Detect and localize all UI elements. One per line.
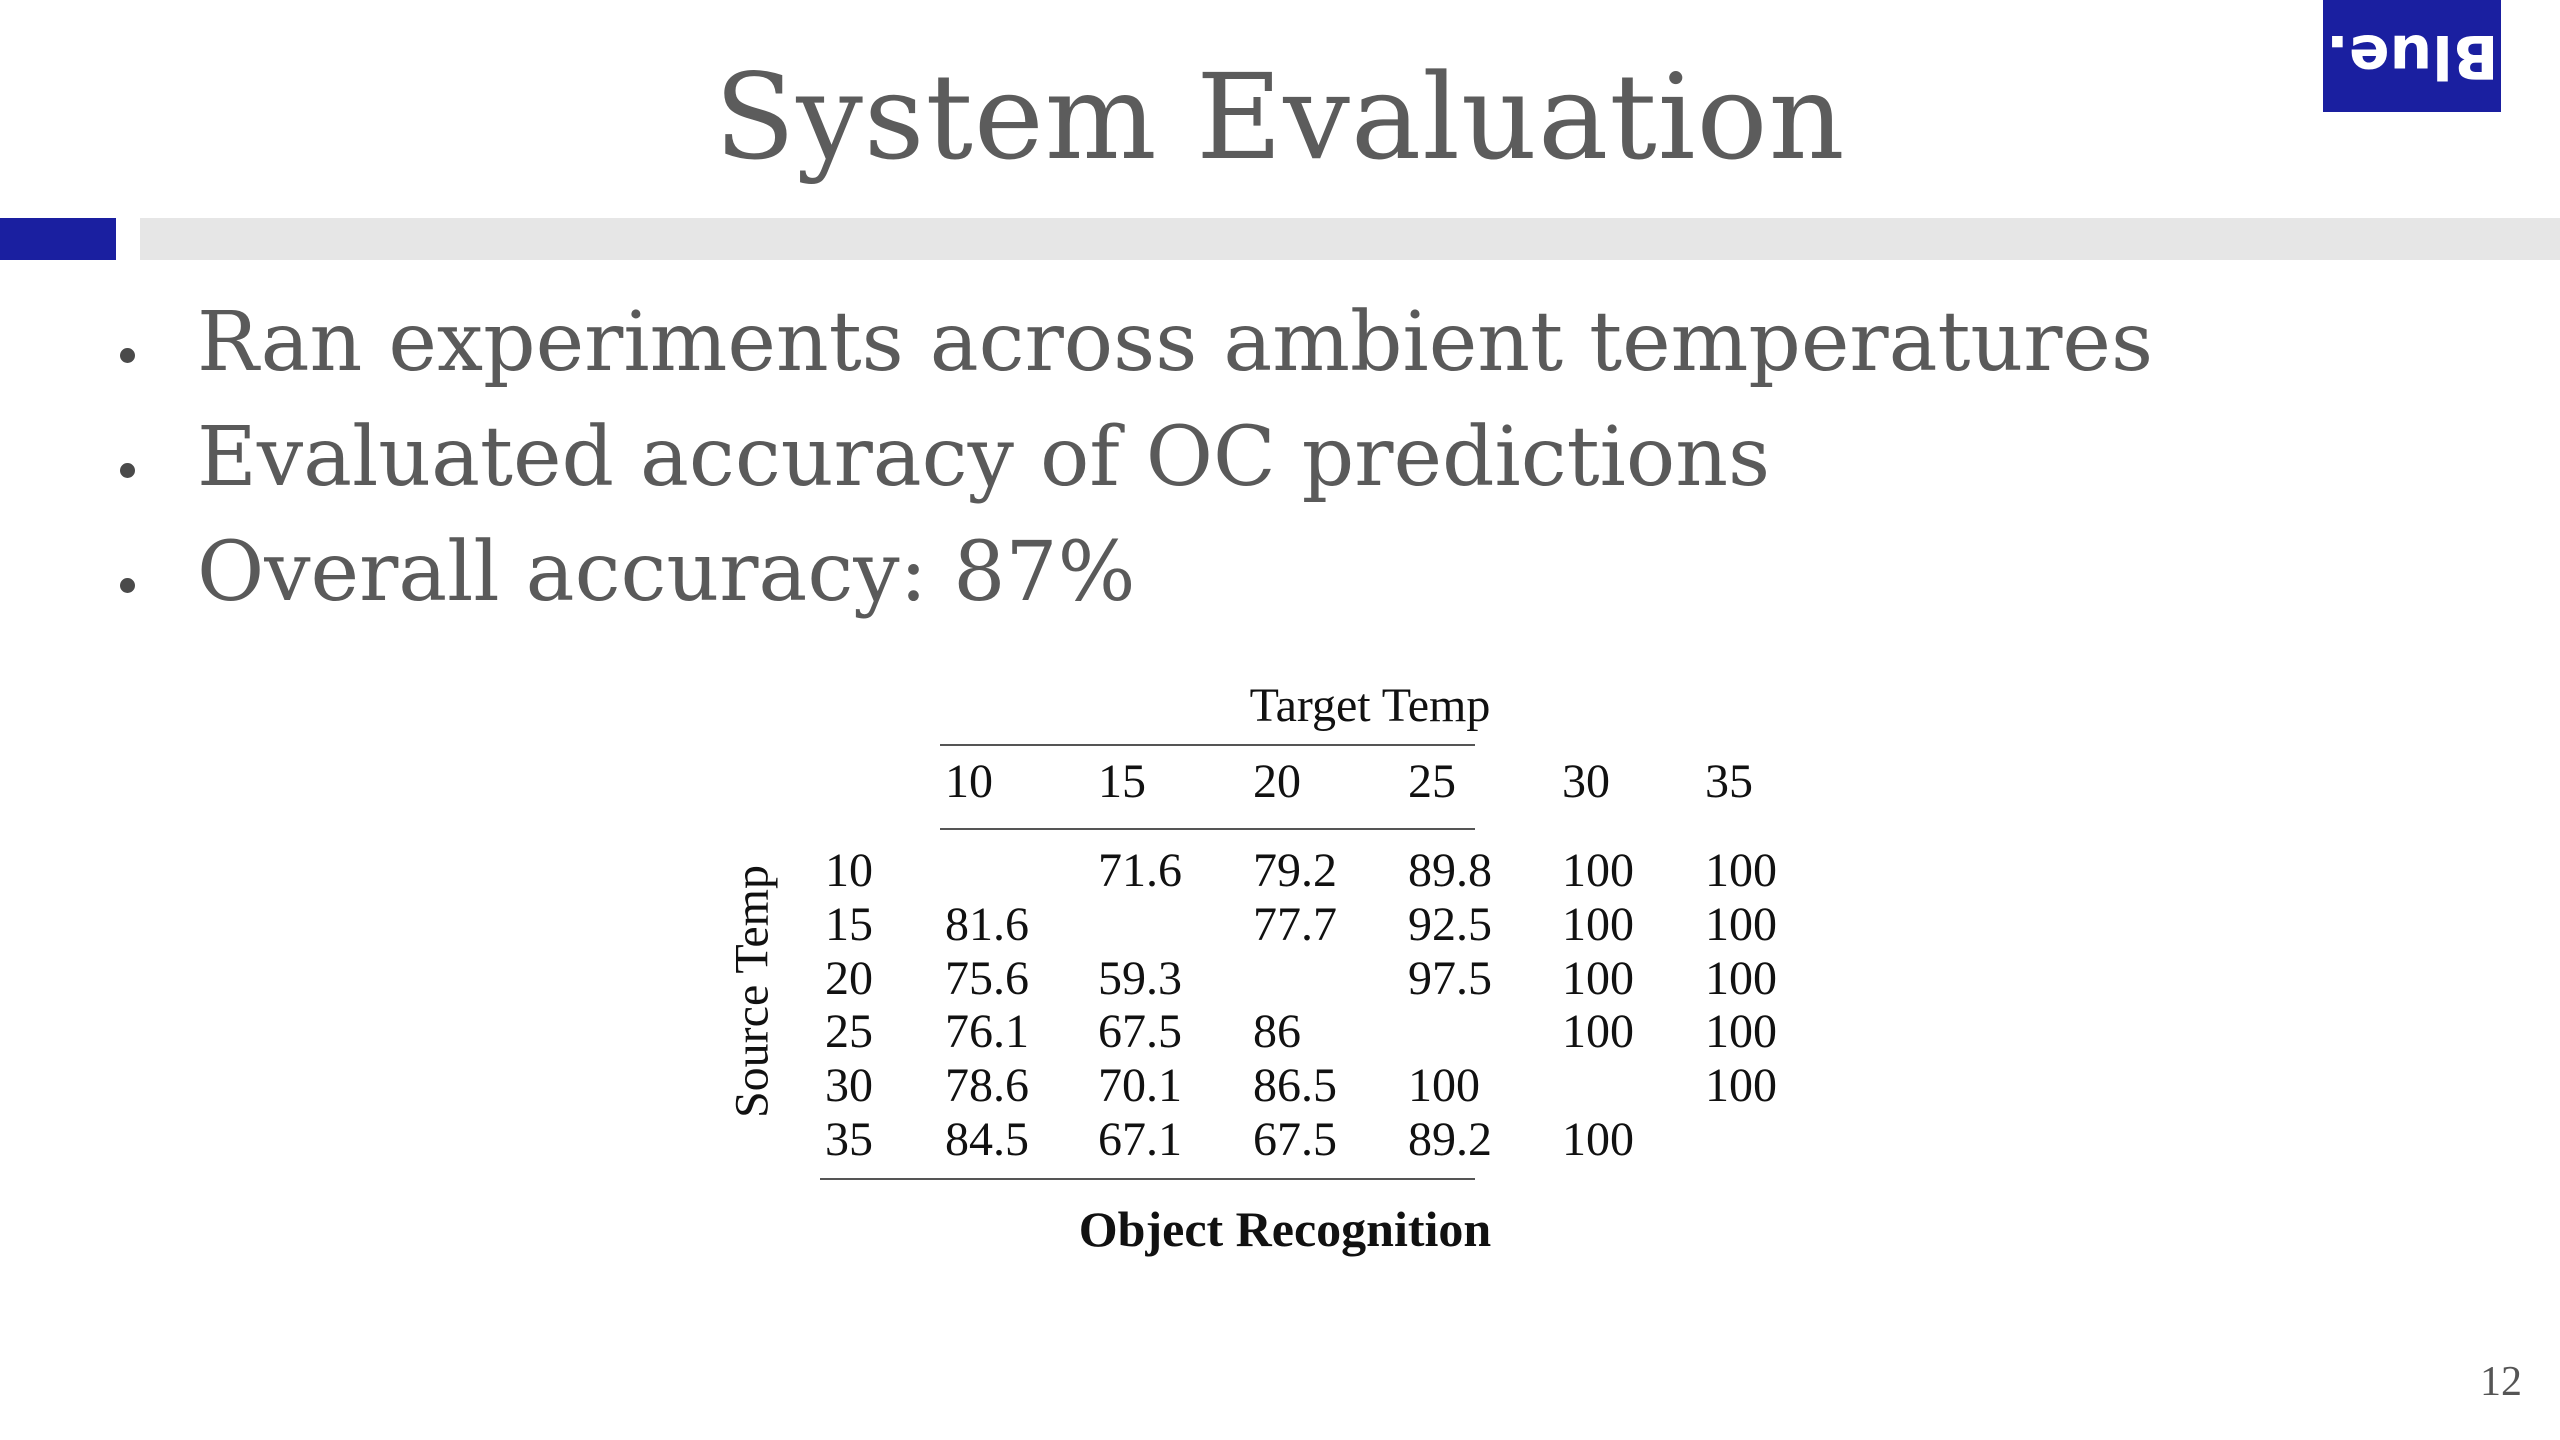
- column-header: 35: [1705, 755, 1753, 808]
- row-header: 30: [825, 1059, 873, 1112]
- table-cell: 100: [1705, 952, 1777, 1005]
- bullet-item: Overall accuracy: 87%: [120, 515, 2153, 630]
- column-header: 10: [945, 755, 993, 808]
- table-cell: 84.5: [945, 1113, 1029, 1166]
- bullet-text: Overall accuracy: 87%: [197, 525, 1136, 620]
- table-cell: 100: [1562, 844, 1634, 897]
- table-cell: 78.6: [945, 1059, 1029, 1112]
- page-number: 12: [2480, 1359, 2522, 1405]
- bullet-text: Ran experiments across ambient temperatu…: [197, 295, 2154, 390]
- table-cell: 75.6: [945, 952, 1029, 1005]
- bullet-dot-icon: [120, 463, 135, 478]
- table-cell: 92.5: [1408, 898, 1492, 951]
- table-cell: 86: [1253, 1005, 1301, 1058]
- column-header: 25: [1408, 755, 1456, 808]
- slide-title: System Evaluation: [714, 48, 1846, 186]
- row-header: 35: [825, 1113, 873, 1166]
- bullet-text: Evaluated accuracy of OC predictions: [197, 410, 1771, 505]
- table-cell: 100: [1408, 1059, 1480, 1112]
- table-cell: 70.1: [1098, 1059, 1182, 1112]
- table-cell: 100: [1705, 898, 1777, 951]
- bottom-rule: [820, 1178, 1475, 1180]
- table-cell: 89.8: [1408, 844, 1492, 897]
- table-cell: 97.5: [1408, 952, 1492, 1005]
- table-cell: 100: [1562, 1113, 1634, 1166]
- table-cell: 76.1: [945, 1005, 1029, 1058]
- table-cell: 59.3: [1098, 952, 1182, 1005]
- row-group-label: Source Temp: [725, 864, 779, 1119]
- bullet-dot-icon: [120, 578, 135, 593]
- row-header: 20: [825, 952, 873, 1005]
- column-header: 20: [1253, 755, 1301, 808]
- table-cell: 100: [1562, 898, 1634, 951]
- header-rule: [940, 828, 1475, 830]
- title-rule-accent: [0, 218, 116, 260]
- column-header: 30: [1562, 755, 1610, 808]
- table-cell: 81.6: [945, 898, 1029, 951]
- table-cell: 71.6: [1098, 844, 1182, 897]
- table-cell: 100: [1705, 1005, 1777, 1058]
- table-cell: 77.7: [1253, 898, 1337, 951]
- column-header: 15: [1098, 755, 1146, 808]
- table-cell: 86.5: [1253, 1059, 1337, 1112]
- table-cell: 67.5: [1253, 1113, 1337, 1166]
- accuracy-table: Target Temp Source Temp 10 15 20 25 30 35 10 71…: [700, 668, 1800, 1268]
- top-rule: [940, 744, 1475, 746]
- table-cell: 100: [1562, 952, 1634, 1005]
- row-header: 10: [825, 844, 873, 897]
- table-caption: Object Recognition: [1078, 1201, 1492, 1257]
- column-group-label: Target Temp: [1249, 679, 1491, 732]
- row-header: 25: [825, 1005, 873, 1058]
- table-cell: 100: [1705, 1059, 1777, 1112]
- logo-text: Blue.: [2325, 21, 2499, 91]
- row-header: 15: [825, 898, 873, 951]
- table-cell: 67.5: [1098, 1005, 1182, 1058]
- table-cell: 67.1: [1098, 1113, 1182, 1166]
- table-cell: 89.2: [1408, 1113, 1492, 1166]
- bullet-list: Ran experiments across ambient temperatu…: [120, 285, 2153, 630]
- table-cell: 100: [1562, 1005, 1634, 1058]
- table-cell: 100: [1705, 844, 1777, 897]
- bullet-item: Evaluated accuracy of OC predictions: [120, 400, 2153, 515]
- bullet-dot-icon: [120, 348, 135, 363]
- brand-logo: Blue.: [2323, 0, 2501, 112]
- title-rule-bar: [140, 218, 2560, 260]
- table-cell: 79.2: [1253, 844, 1337, 897]
- bullet-item: Ran experiments across ambient temperatu…: [120, 285, 2153, 400]
